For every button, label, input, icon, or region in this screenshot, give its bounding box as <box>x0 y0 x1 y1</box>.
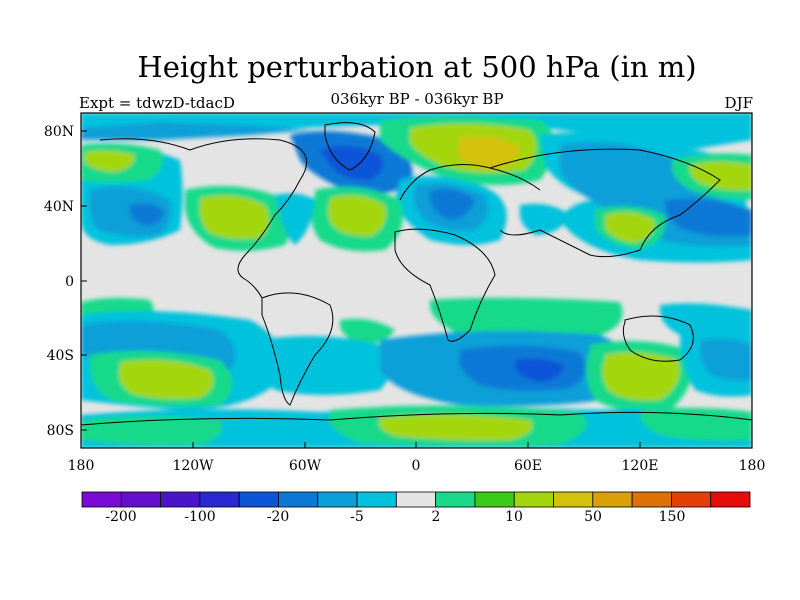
y-tick-label: 80S <box>47 423 74 439</box>
coastline-south-america <box>261 292 334 406</box>
colorbar-swatch <box>671 491 712 508</box>
coastline-asia <box>489 148 721 258</box>
y-tick-label: 40N <box>44 199 74 215</box>
colorbar-swatch <box>553 491 594 508</box>
colorbar-label: 150 <box>659 509 686 525</box>
x-tick-label: 60E <box>514 458 542 474</box>
contour-region <box>640 407 752 441</box>
coastline-antarctica <box>81 411 752 426</box>
colorbar-swatch <box>317 491 358 508</box>
coastline-europe <box>399 164 541 201</box>
season-label: DJF <box>724 94 753 112</box>
x-tick-label: 120W <box>172 458 214 474</box>
colorbar-swatch <box>81 491 122 508</box>
contour-region <box>259 336 390 395</box>
coastline-australia <box>622 315 694 362</box>
colorbar-label: -200 <box>105 509 136 525</box>
y-tick-label: 40S <box>47 348 74 364</box>
colorbar-label: -20 <box>267 509 290 525</box>
colorbar-label: -5 <box>350 509 364 525</box>
contour-region <box>85 150 135 172</box>
colorbar-swatch <box>592 491 633 508</box>
contour-region <box>81 416 223 446</box>
colorbar-swatch <box>395 491 437 508</box>
contour-region <box>519 203 570 235</box>
colorbar-label: 10 <box>505 509 523 525</box>
colorbar-label: -100 <box>184 509 215 525</box>
contour-region <box>130 203 165 226</box>
axis-ticks <box>80 130 753 448</box>
y-tick-labels: 80N 40N 0 40S 80S <box>44 124 74 439</box>
experiment-label: Expt = tdwzD-tdacD <box>79 94 235 112</box>
contour-region <box>379 414 533 441</box>
map-plot-area <box>81 113 752 448</box>
map-subtitle: 036kyr BP - 036kyr BP <box>330 90 504 108</box>
contour-region <box>275 193 315 245</box>
contour-region <box>515 358 565 382</box>
y-tick-label: 0 <box>65 274 74 290</box>
colorbar-swatch <box>160 491 201 508</box>
contour-region <box>430 188 475 220</box>
contour-region <box>699 338 752 381</box>
contour-region <box>199 195 269 240</box>
contour-region <box>118 359 214 400</box>
x-tick-label: 60W <box>289 458 322 474</box>
contour-region <box>458 136 520 170</box>
colorbar-labels: -200 -100 -20 -5 2 10 50 150 <box>105 509 685 525</box>
x-tick-label: 120E <box>622 458 659 474</box>
contour-region <box>602 352 680 401</box>
colorbar-swatch <box>238 491 279 508</box>
colorbar-swatch <box>631 491 672 508</box>
contour-region <box>689 161 752 191</box>
colorbar-swatch <box>710 491 751 508</box>
colorbar-label: 2 <box>432 509 441 525</box>
x-tick-labels: 180 120W 60W 0 60E 120E 180 <box>68 458 766 474</box>
contour-region <box>81 113 752 150</box>
contour-region <box>665 198 752 237</box>
contour-region <box>340 318 395 345</box>
colorbar-swatch <box>474 491 515 508</box>
colorbar-swatch <box>356 491 397 508</box>
colorbar-swatch <box>199 491 240 508</box>
x-tick-label: 180 <box>739 458 766 474</box>
coastline-greenland <box>324 122 376 171</box>
colorbar-swatch <box>120 491 161 508</box>
x-tick-label: 180 <box>68 458 95 474</box>
map-title: Height perturbation at 500 hPa (in m) <box>137 50 697 84</box>
coastline-north-america <box>99 138 308 299</box>
x-tick-label: 0 <box>412 458 421 474</box>
contour-region <box>320 146 384 180</box>
contour-region <box>605 211 656 243</box>
coastlines <box>81 122 752 426</box>
colorbar <box>81 491 751 508</box>
colorbar-swatch <box>278 491 319 508</box>
y-tick-label: 80N <box>44 124 74 140</box>
colorbar-label: 50 <box>584 509 602 525</box>
contour-region <box>81 122 310 140</box>
colorbar-swatch <box>513 491 554 508</box>
colorbar-swatch <box>435 491 476 508</box>
contour-region <box>327 195 387 237</box>
coastline-africa <box>394 228 496 342</box>
